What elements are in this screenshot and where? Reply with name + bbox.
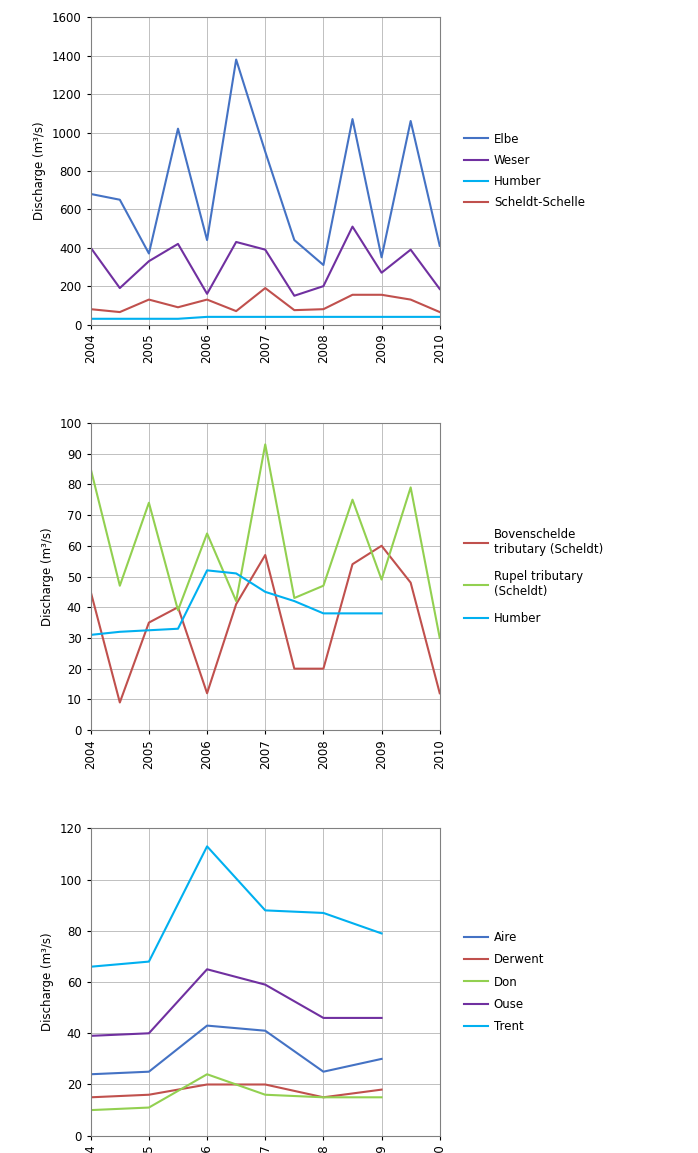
Y-axis label: Discharge (m³/s): Discharge (m³/s) bbox=[40, 933, 54, 1032]
Y-axis label: Discharge (m³/s): Discharge (m³/s) bbox=[34, 121, 46, 220]
Legend: Bovenschelde
tributary (Scheldt), Rupel tributary
(Scheldt), Humber: Bovenschelde tributary (Scheldt), Rupel … bbox=[459, 523, 608, 630]
Y-axis label: Discharge (m³/s): Discharge (m³/s) bbox=[41, 527, 54, 626]
Legend: Aire, Derwent, Don, Ouse, Trent: Aire, Derwent, Don, Ouse, Trent bbox=[459, 926, 549, 1038]
Legend: Elbe, Weser, Humber, Scheldt-Schelle: Elbe, Weser, Humber, Scheldt-Schelle bbox=[459, 128, 590, 214]
